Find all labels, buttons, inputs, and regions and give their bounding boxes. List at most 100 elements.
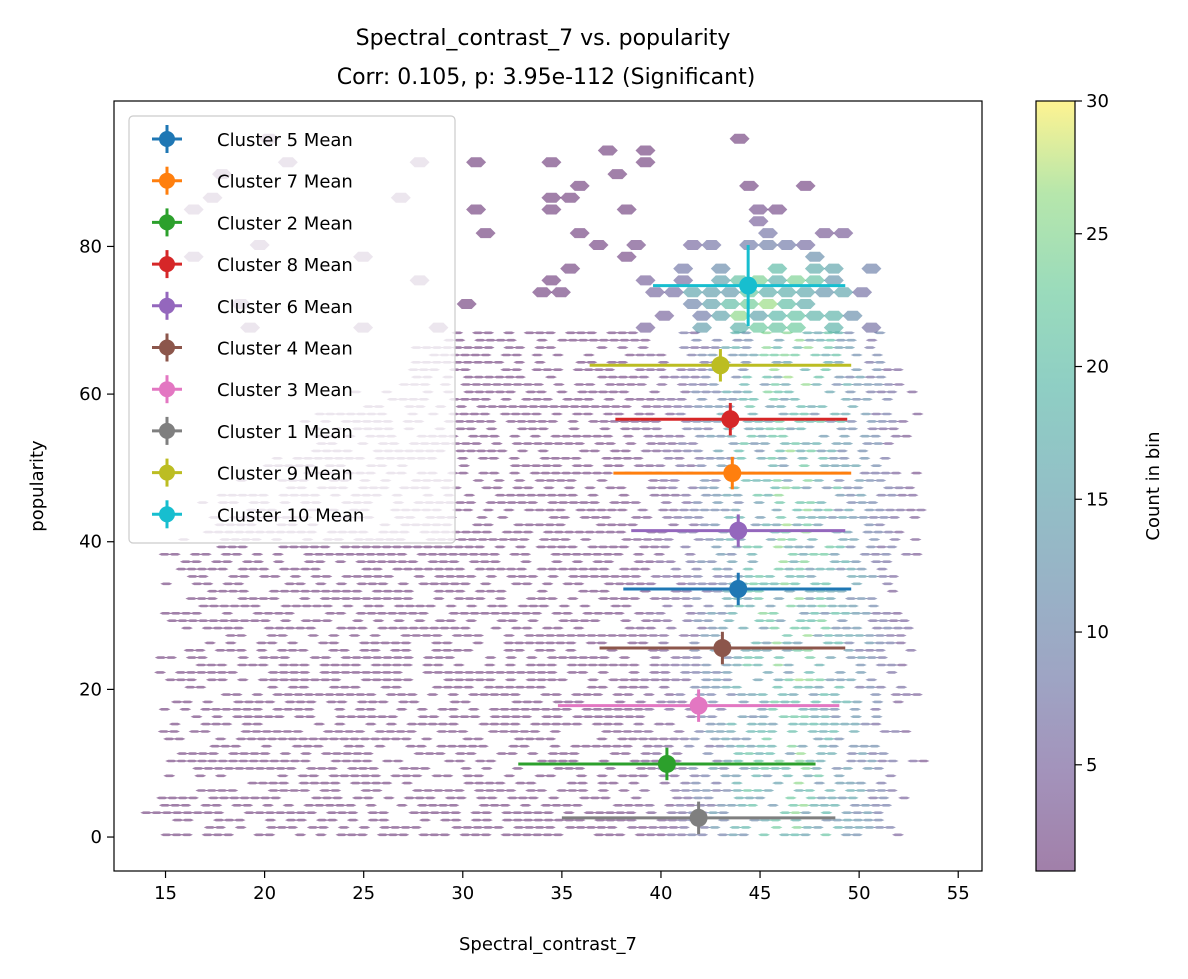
hexbin-cell-25 (531, 833, 544, 837)
hexbin-cell-1884 (693, 538, 706, 541)
hexbin-cell-221 (560, 804, 573, 807)
hexbin-cell-2931 (575, 331, 587, 335)
hexbin-cell-227 (663, 804, 676, 807)
hexbin-cell-2746 (872, 383, 885, 386)
hexbin-cell-15 (397, 833, 410, 837)
hexbin-cell-2461 (508, 434, 521, 438)
hexbin-cell-2478 (745, 434, 758, 438)
hexbin-cell-2536 (484, 420, 497, 423)
hexbin-cell-931 (452, 685, 465, 689)
hexbin-cell-863 (778, 700, 791, 704)
hexbin-cell-1362 (702, 619, 715, 622)
hexbin-cell-1754 (220, 553, 233, 556)
mean-marker (729, 521, 748, 540)
hexbin-cell-1814 (391, 545, 403, 549)
hexbin-cell-1276 (863, 634, 876, 637)
hexbin-cell-2221 (493, 479, 505, 482)
hexbin-cell-668 (549, 730, 562, 733)
hexbin-cell-276 (599, 796, 612, 800)
hexbin-cell-1299 (438, 626, 451, 630)
hexbin-cell-2205 (882, 486, 895, 490)
hexbin-cell-951 (792, 685, 805, 689)
hexbin-cell-2624 (589, 405, 602, 408)
hexbin-cell-2891 (822, 346, 835, 349)
hexbin-cell-569 (466, 744, 479, 748)
hexbin-cell-716 (612, 722, 625, 726)
hexbin-cell-608 (307, 737, 320, 741)
hexbin-cell-3050 (635, 145, 656, 156)
hexbin-cell-2630 (661, 405, 674, 408)
hexbin-cell-638 (760, 737, 773, 741)
hexbin-cell-2670 (747, 398, 760, 401)
hexbin-cell-939 (586, 685, 599, 689)
hexbin-cell-859 (706, 700, 719, 704)
hexbin-cell-1549 (701, 589, 714, 593)
hexbin-cell-924 (328, 685, 341, 689)
hexbin-cell-1981 (791, 523, 804, 527)
hexbin-cell-302 (319, 789, 331, 792)
hexbin-cell-1446 (445, 604, 457, 608)
hexbin-cell-2381 (475, 449, 488, 453)
hexbin-cell-1642 (722, 575, 735, 578)
hexbin-cell-28 (593, 833, 606, 837)
hexbin-cell-2196 (728, 486, 741, 490)
hexbin-cell-916 (890, 693, 903, 696)
hexbin-cell-1139 (670, 656, 682, 659)
hexbin-cell-38 (716, 833, 729, 837)
hexbin-cell-1933 (614, 530, 627, 534)
hexbin-cell-2766 (678, 375, 691, 379)
hexbin-cell-2307 (581, 464, 594, 467)
hexbin-cell-575 (580, 744, 592, 748)
hexbin-cell-2105 (577, 501, 590, 504)
hexbin-cell-787 (230, 708, 243, 711)
hexbin-cell-2664 (665, 398, 677, 401)
hexbin-cell-1097 (720, 663, 733, 667)
hexbin-cell-414 (833, 774, 846, 778)
hexbin-cell-1399 (509, 612, 522, 615)
hexbin-cell-1787 (684, 553, 697, 556)
legend-item-7: Cluster 3 Mean (152, 375, 353, 404)
hexbin-cell-2986 (758, 287, 778, 298)
hexbin-cell-1967 (543, 523, 556, 527)
hexbin-cell-45 (819, 833, 832, 837)
hexbin-cell-2553 (711, 420, 724, 423)
hexbin-cell-517 (258, 752, 271, 755)
legend-marker (159, 214, 175, 231)
hexbin-cell-2008 (579, 516, 592, 519)
hexbin-cell-2286 (869, 471, 882, 475)
hexbin-cell-2303 (530, 464, 543, 467)
hexbin-cell-1478 (267, 597, 280, 600)
hexbin-cell-1168 (430, 649, 443, 652)
hexbin-cell-695 (251, 722, 264, 726)
hexbin-cell-664 (497, 730, 510, 733)
hexbin-cell-663 (487, 730, 500, 733)
hexbin-cell-310 (453, 789, 465, 792)
hexbin-cell-1136 (597, 656, 610, 659)
hexbin-cell-1335 (238, 619, 251, 622)
hexbin-cell-2567 (886, 420, 899, 423)
hexbin-cell-672 (631, 730, 644, 733)
hexbin-cell-252 (228, 796, 241, 800)
series-point-8 (561, 801, 836, 835)
hexbin-cell-1656 (185, 567, 198, 571)
hexbin-cell-1822 (473, 545, 486, 549)
hexbin-cell-2876 (544, 346, 557, 349)
x-axis: 15 20 25 30 35 40 45 50 55 (154, 871, 970, 904)
hexbin-cell-2522 (887, 427, 900, 431)
hexbin-cell-1648 (794, 575, 807, 578)
hexbin-cell-2667 (716, 398, 729, 401)
hexbin-cell-1471 (867, 604, 880, 608)
hexbin-cell-2305 (550, 464, 563, 467)
hexbin-cell-1798 (879, 553, 892, 556)
hexbin-cell-2072 (842, 508, 855, 512)
legend-label: Cluster 10 Mean (217, 505, 364, 526)
hexbin-cell-1405 (592, 612, 605, 615)
hexbin-cell-2787 (531, 368, 544, 371)
hexbin-cell-1520 (216, 589, 229, 593)
hexbin-cell-2628 (640, 405, 653, 408)
hexbin-cell-538 (640, 752, 652, 755)
hexbin-cell-636 (729, 737, 742, 741)
hexbin-cell-152 (264, 811, 276, 814)
hexbin-cell-2312 (653, 464, 666, 467)
hexbin-cell-2224 (544, 479, 557, 482)
